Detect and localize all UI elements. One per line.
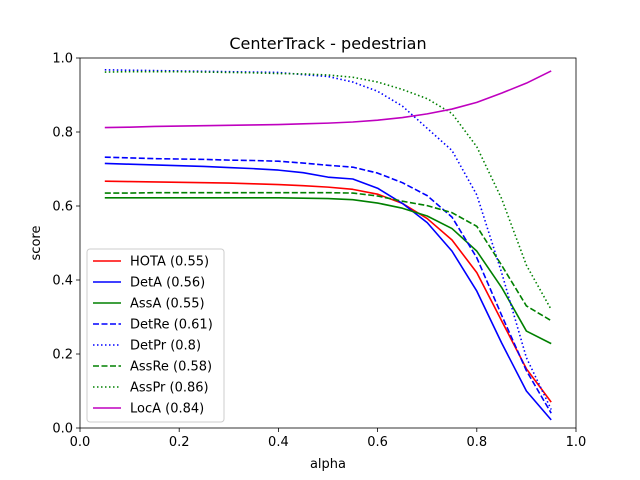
legend-entry: LocA (0.84)	[130, 402, 204, 417]
y-tick-label: 0.0	[52, 422, 73, 437]
x-tick-label: 0.0	[70, 435, 91, 450]
y-tick-label: 1.0	[52, 52, 73, 67]
y-tick-label: 0.8	[52, 126, 73, 141]
y-tick-label: 0.4	[52, 274, 73, 289]
x-tick-label: 0.8	[466, 435, 487, 450]
x-tick-label: 0.4	[268, 435, 289, 450]
legend-entry: HOTA (0.55)	[130, 255, 209, 270]
y-tick-label: 0.2	[52, 348, 73, 363]
legend-entry: DetPr (0.8)	[130, 339, 201, 354]
legend-entry: AssA (0.55)	[130, 297, 205, 312]
legend-entry: DetRe (0.61)	[130, 318, 213, 333]
legend-entry: DetA (0.56)	[130, 276, 205, 291]
y-tick-label: 0.6	[52, 200, 73, 215]
x-tick-label: 0.6	[367, 435, 388, 450]
legend-entry: AssPr (0.86)	[130, 381, 209, 396]
legend-entry: AssRe (0.58)	[130, 360, 212, 375]
x-axis-label: alpha	[310, 457, 346, 472]
y-axis-label: score	[29, 226, 44, 261]
legend: HOTA (0.55) DetA (0.56) AssA (0.55) DetRe (…	[87, 249, 224, 422]
x-tick-label: 0.2	[169, 435, 190, 450]
x-tick-label: 1.0	[566, 435, 587, 450]
chart-title: CenterTrack - pedestrian	[229, 34, 426, 53]
